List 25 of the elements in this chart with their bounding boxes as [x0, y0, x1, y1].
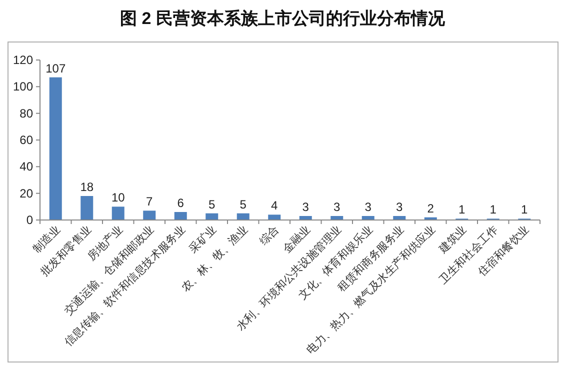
y-tick-label: 0	[26, 213, 34, 227]
data-label: 3	[364, 200, 372, 214]
y-tick-label: 20	[20, 186, 34, 200]
data-label: 4	[271, 198, 278, 213]
title: 图 2 民营资本系族上市公司的行业分布情况	[120, 9, 445, 28]
data-label: 3	[334, 200, 341, 214]
y-tick-label: 80	[20, 106, 34, 120]
y-tick-label: 60	[20, 133, 34, 147]
data-label: 1	[490, 202, 497, 217]
data-label: 5	[208, 197, 216, 212]
y-tick-label: 40	[20, 160, 34, 174]
data-label: 6	[177, 196, 184, 210]
data-label: 3	[396, 200, 404, 214]
data-label: 1	[521, 202, 528, 217]
data-label: 1	[458, 202, 466, 217]
data-label: 10	[111, 190, 126, 205]
data-label: 18	[80, 180, 94, 194]
data-label: 7	[146, 194, 154, 209]
data-label: 107	[46, 61, 66, 76]
data-label: 5	[240, 197, 247, 212]
data-label: 2	[427, 201, 434, 216]
y-tick-label: 120	[12, 53, 34, 67]
y-tick-label: 100	[12, 80, 34, 94]
x-tick-label: 综合	[256, 222, 282, 248]
data-label: 3	[302, 200, 310, 214]
